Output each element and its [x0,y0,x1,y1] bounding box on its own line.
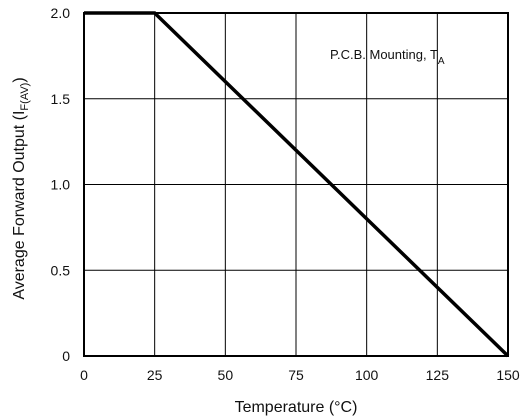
annotation-label: P.C.B. Mounting, TA [330,47,445,67]
x-tick-label-50: 50 [218,367,234,383]
x-tick-label-25: 25 [147,367,163,383]
grid-lines [84,13,508,356]
annotation-subscript: A [438,56,445,67]
y-tick-label-1.5: 1.5 [51,91,71,107]
plot-frame [83,12,509,357]
y-tick-label-1.0: 1.0 [51,177,71,193]
y-axis-title: Average Forward Output (IF(AV)) [11,77,31,299]
annotation-main-text: P.C.B. Mounting, T [330,47,438,62]
x-tick-label-125: 125 [426,367,450,383]
tick-labels-layer: 0 25 50 75 100 125 150 0 0.5 1.0 1.5 2.0 [51,5,520,383]
x-tick-label-100: 100 [355,367,379,383]
y-axis-title-prefix: Average Forward Output (I [11,111,28,300]
y-axis-title-subscript: F(AV) [19,83,31,111]
x-tick-label-0: 0 [80,367,88,383]
x-tick-label-75: 75 [288,367,304,383]
x-axis-title: Temperature (°C) [235,399,358,416]
y-axis-title-suffix: ) [11,77,28,82]
y-tick-label-0: 0 [62,348,70,364]
y-tick-label-0.5: 0.5 [51,262,71,278]
y-tick-label-2.0: 2.0 [51,5,71,21]
x-tick-label-150: 150 [496,367,520,383]
